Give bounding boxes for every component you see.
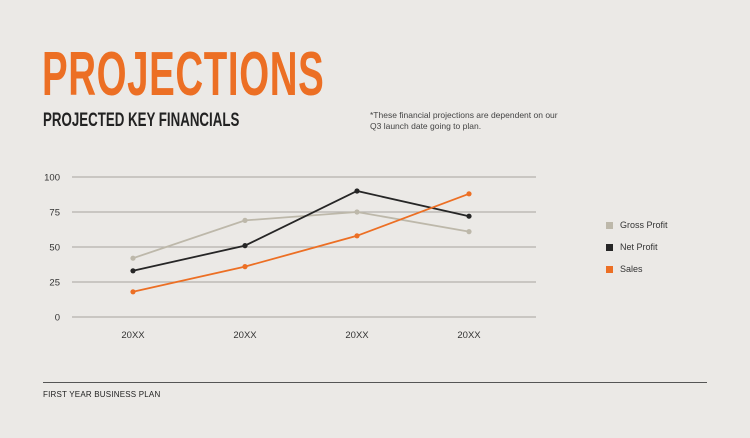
data-point [242,243,248,249]
data-point [466,229,472,235]
legend-label: Gross Profit [620,220,668,230]
y-tick-label: 50 [49,243,60,254]
series-line-gross-profit [132,211,470,260]
page-subtitle: PROJECTED KEY FINANCIALS [43,110,240,131]
legend-label: Net Profit [620,242,658,252]
legend-swatch [606,243,613,251]
data-point [354,209,360,215]
footer-text: FIRST YEAR BUSINESS PLAN [43,390,161,399]
x-tick-label: 20XX [233,330,257,341]
y-tick-label: 75 [49,208,60,219]
page-title: PROJECTIONS [42,40,325,109]
data-point [130,255,136,261]
footer-divider [43,382,707,383]
data-point [466,191,472,197]
footnote: *These financial projections are depende… [370,110,558,131]
x-tick-label: 20XX [121,330,145,341]
x-tick-label: 20XX [345,330,369,341]
data-point [466,213,472,219]
legend-swatch [606,265,613,273]
y-tick-label: 0 [55,313,60,324]
data-point [242,217,248,223]
data-point [242,264,248,270]
series-line-sales [132,192,470,293]
y-tick-label: 100 [44,173,60,184]
x-tick-label: 20XX [457,330,481,341]
series-line-net-profit [132,190,470,272]
legend-item-sales: Sales [606,264,643,274]
y-tick-label: 25 [49,278,60,289]
data-point [354,188,360,194]
data-point [130,268,136,274]
legend-swatch [606,221,613,229]
data-point [130,289,136,295]
legend-item-gross-profit: Gross Profit [606,220,668,230]
legend-item-net-profit: Net Profit [606,242,658,252]
data-point [354,233,360,239]
legend-label: Sales [620,264,643,274]
